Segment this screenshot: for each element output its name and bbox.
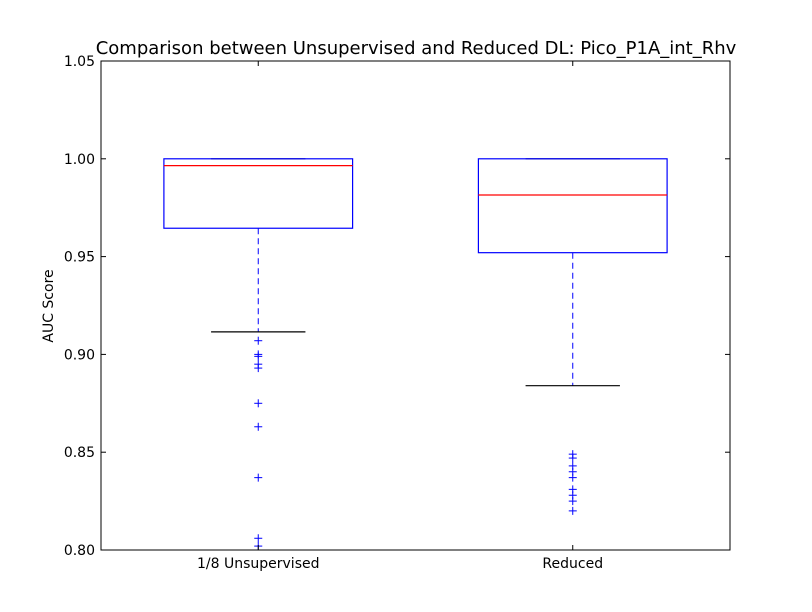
outlier-marker xyxy=(254,534,263,543)
plot-frame xyxy=(100,60,731,551)
outlier-marker xyxy=(568,473,577,482)
y-axis-label: AUC Score xyxy=(41,269,57,342)
plot-background xyxy=(101,61,730,550)
y-tick-label: 1.00 xyxy=(64,152,95,168)
chart-title: Comparison between Unsupervised and Redu… xyxy=(96,38,737,59)
outlier-marker xyxy=(254,336,263,345)
box-series-0 xyxy=(163,158,354,551)
y-tick-label: 0.90 xyxy=(64,347,95,363)
outlier-marker xyxy=(254,352,263,361)
outlier-marker xyxy=(568,497,577,506)
outlier-marker xyxy=(254,422,263,431)
iqr-box xyxy=(477,158,668,254)
y-tick-label: 0.85 xyxy=(64,445,95,461)
outlier-marker xyxy=(254,399,263,408)
chart-axes: 1/8 Unsupervised Reduced 0.80 0.85 0.90 0.95 1… xyxy=(64,54,730,572)
y-tick-label: 0.80 xyxy=(64,543,95,559)
outlier-marker xyxy=(568,506,577,515)
outlier-marker xyxy=(254,473,263,482)
iqr-box xyxy=(163,158,354,229)
y-tick-label: 1.05 xyxy=(64,54,95,70)
box-series-1 xyxy=(477,158,668,515)
x-tick-label: 1/8 Unsupervised xyxy=(197,556,320,572)
outlier-marker xyxy=(254,364,263,373)
chart-marks xyxy=(163,158,668,551)
outlier-marker xyxy=(568,454,577,463)
y-tick-label: 0.95 xyxy=(64,250,95,266)
x-tick-label: Reduced xyxy=(542,556,603,572)
